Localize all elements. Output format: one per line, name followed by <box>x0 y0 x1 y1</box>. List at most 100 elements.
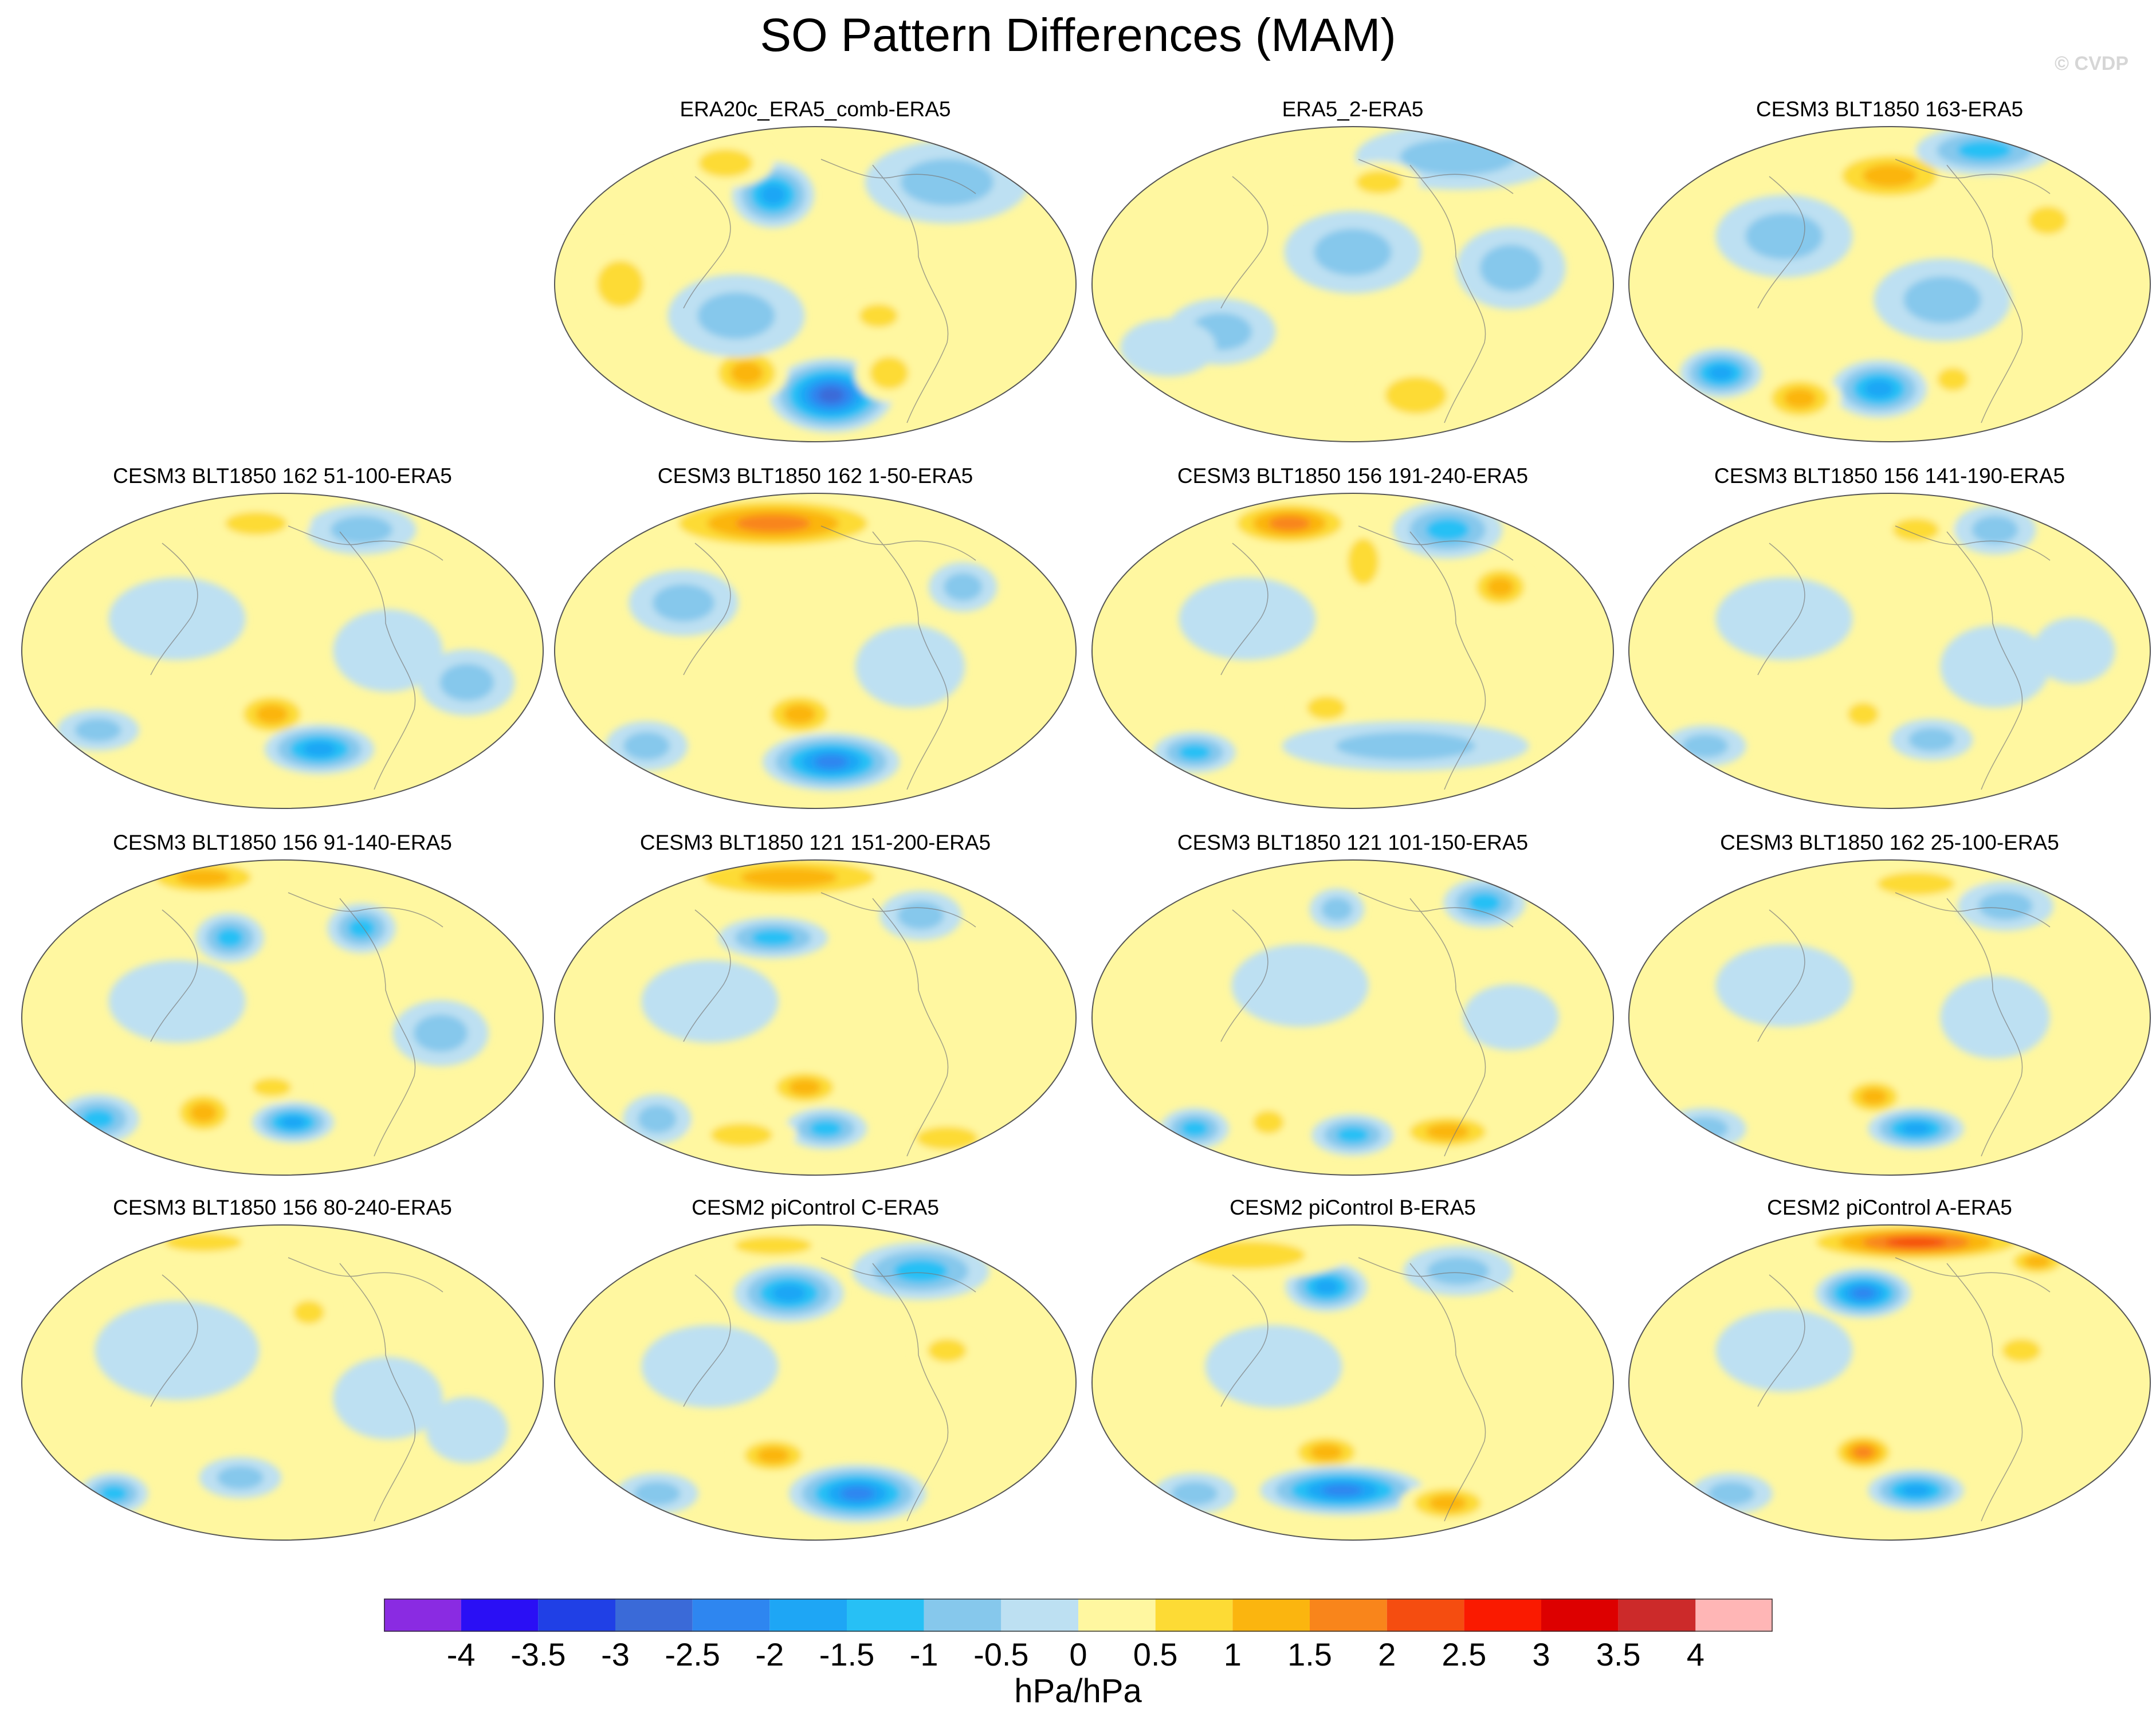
contour-band <box>783 704 816 724</box>
contour-band <box>1682 734 1729 758</box>
map-canvas <box>554 1224 1077 1541</box>
contour-band <box>1314 229 1392 276</box>
contour-band <box>164 1232 242 1252</box>
map-outline <box>1091 859 1614 1176</box>
contour-band <box>634 1482 681 1506</box>
panel-title: CESM3 BLT1850 162 1-50-ERA5 <box>657 464 973 488</box>
colorbar-swatch <box>1001 1599 1078 1632</box>
contour-band <box>1715 1309 1853 1392</box>
map-outline <box>1091 1224 1614 1541</box>
panel-title: CESM2 piControl B-ERA5 <box>1230 1196 1476 1219</box>
map-canvas <box>1091 1224 1614 1541</box>
contour-band <box>897 901 944 930</box>
panel-title: ERA5_2-ERA5 <box>1282 97 1424 121</box>
map-canvas <box>554 493 1077 809</box>
contour-band <box>1901 1122 1931 1135</box>
contour-band <box>1487 577 1514 597</box>
contour-band <box>1307 696 1346 720</box>
colorbar-tick-label: -0.5 <box>973 1636 1029 1672</box>
contour-band <box>1336 1126 1369 1144</box>
contour-band <box>74 718 121 742</box>
contour-band <box>1860 1089 1887 1105</box>
colorbar-tick-label: -2.5 <box>665 1636 720 1672</box>
coastlines <box>1220 1257 1514 1522</box>
coastlines <box>1220 159 1514 423</box>
colorbar-swatch <box>847 1599 924 1632</box>
map-outline <box>554 493 1077 809</box>
panel-title: CESM2 piControl C-ERA5 <box>692 1196 939 1219</box>
contour-band <box>1348 538 1379 585</box>
map-outline <box>21 493 544 809</box>
contour-band <box>641 960 779 1043</box>
contour-band <box>1715 944 1853 1027</box>
colorbar-tick-label: -2 <box>755 1636 784 1672</box>
coastlines <box>1757 525 2051 790</box>
panel-title: ERA20c_ERA5_comb-ERA5 <box>680 97 951 121</box>
contour-band <box>81 1109 115 1129</box>
contour-band <box>1708 365 1734 380</box>
panel-title: CESM3 BLT1850 156 191-240-ERA5 <box>1177 464 1529 488</box>
contour-band <box>1181 1120 1208 1137</box>
contour-band <box>1715 577 1853 661</box>
colorbar-swatch <box>1464 1599 1541 1632</box>
contour-band <box>333 609 443 692</box>
contour-band <box>1972 516 2018 544</box>
map-canvas <box>21 493 544 809</box>
colorbar-tick-label: -1.5 <box>819 1636 875 1672</box>
contour-band <box>788 1079 821 1095</box>
colorbar-swatch <box>692 1599 770 1632</box>
panel-title: CESM3 BLT1850 162 25-100-ERA5 <box>1720 831 2059 854</box>
contour-band <box>217 1466 264 1490</box>
colorbar <box>384 1599 1773 1632</box>
colorbar-tick-label: 1 <box>1223 1636 1242 1672</box>
map-canvas <box>1628 859 2151 1176</box>
colorbar-tick-label: -3 <box>601 1636 630 1672</box>
map-canvas <box>1628 493 2151 809</box>
contour-band <box>280 1116 306 1129</box>
contour-band <box>1877 872 1955 896</box>
contour-band <box>330 516 393 544</box>
map-panel: ERA5_2-ERA5 <box>1085 96 1621 442</box>
contour-band <box>1171 1482 1218 1506</box>
contour-band <box>1784 388 1816 409</box>
map-outline <box>554 1224 1077 1541</box>
contour-band <box>623 732 670 760</box>
coastlines <box>683 1257 976 1522</box>
contour-band <box>348 918 375 938</box>
contour-band <box>95 1301 260 1400</box>
map-panel: CESM3 BLT1850 162 51-100-ERA5 <box>14 463 551 809</box>
colorbar-tick-labels: -4 -3.5 -3 -2.5 -2 -1.5 -1 -0.5 0 0.5 1 1.5 2 2.5 3 3.5… <box>384 1636 1773 1676</box>
contour-band <box>2028 206 2067 234</box>
map-panel: CESM3 BLT1850 121 101-150-ERA5 <box>1085 830 1621 1176</box>
contour-band <box>760 184 786 205</box>
contour-band <box>413 1014 468 1052</box>
coastlines <box>683 892 976 1157</box>
contour-band <box>818 387 844 403</box>
map-outline <box>554 859 1077 1176</box>
coastlines <box>1757 892 2051 1157</box>
colorbar-swatch <box>538 1599 615 1632</box>
coastlines <box>150 892 443 1157</box>
coastlines <box>1757 159 2051 423</box>
colorbar-tick-label: 3 <box>1532 1636 1550 1672</box>
contour-band <box>216 928 244 948</box>
contour-band <box>190 1102 217 1123</box>
colorbar-tick-label: 2 <box>1378 1636 1396 1672</box>
contour-band <box>916 1126 979 1150</box>
map-outline <box>554 126 1077 442</box>
colorbar-tick-label: 0.5 <box>1133 1636 1178 1672</box>
contour-band <box>870 356 909 390</box>
chart-title: SO Pattern Differences (MAM) <box>760 9 1396 61</box>
contour-band <box>1310 1444 1343 1460</box>
contour-band <box>1322 1484 1362 1497</box>
contour-band <box>1886 1237 1946 1248</box>
contour-band <box>1852 1446 1874 1459</box>
contour-band <box>1847 702 1879 726</box>
colorbar-swatch <box>1695 1599 1773 1632</box>
contour-band <box>1903 276 1981 324</box>
contour-band <box>1252 1110 1284 1134</box>
map-canvas <box>1091 126 1614 442</box>
contour-band <box>772 1284 806 1302</box>
contour-band <box>1463 984 1559 1051</box>
map-panel: CESM3 BLT1850 156 141-190-ERA5 <box>1621 463 2156 809</box>
